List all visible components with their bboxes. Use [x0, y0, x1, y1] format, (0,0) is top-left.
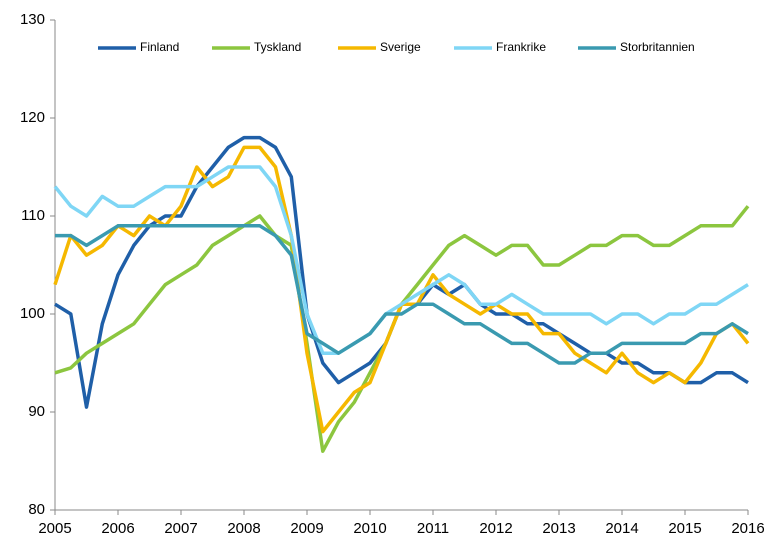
x-tick-label: 2008 [227, 520, 260, 537]
legend-label: Finland [140, 40, 179, 54]
legend-label: Frankrike [496, 40, 546, 54]
legend-label: Sverige [380, 40, 421, 54]
x-tick-label: 2014 [605, 520, 638, 537]
x-tick-label: 2006 [101, 520, 134, 537]
x-tick-label: 2005 [38, 520, 71, 537]
y-tick-label: 120 [20, 109, 45, 126]
series-line [54, 205, 750, 453]
x-tick-label: 2010 [353, 520, 386, 537]
y-tick-label: 90 [28, 403, 45, 420]
x-tick-label: 2012 [479, 520, 512, 537]
x-tick-label: 2007 [164, 520, 197, 537]
y-tick-label: 100 [20, 305, 45, 322]
x-tick-label: 2016 [731, 520, 764, 537]
y-tick-label: 110 [21, 207, 45, 224]
series-line [53, 165, 749, 355]
legend-label: Tyskland [254, 40, 301, 54]
legend-label: Storbritannien [620, 40, 695, 54]
series-line [54, 135, 749, 409]
y-tick-label: 130 [20, 11, 45, 28]
x-tick-label: 2009 [290, 520, 323, 537]
series-line [55, 224, 749, 365]
x-tick-label: 2015 [668, 520, 701, 537]
x-tick-label: 2013 [542, 520, 575, 537]
y-tick-label: 80 [28, 501, 45, 518]
x-tick-label: 2011 [417, 520, 449, 537]
